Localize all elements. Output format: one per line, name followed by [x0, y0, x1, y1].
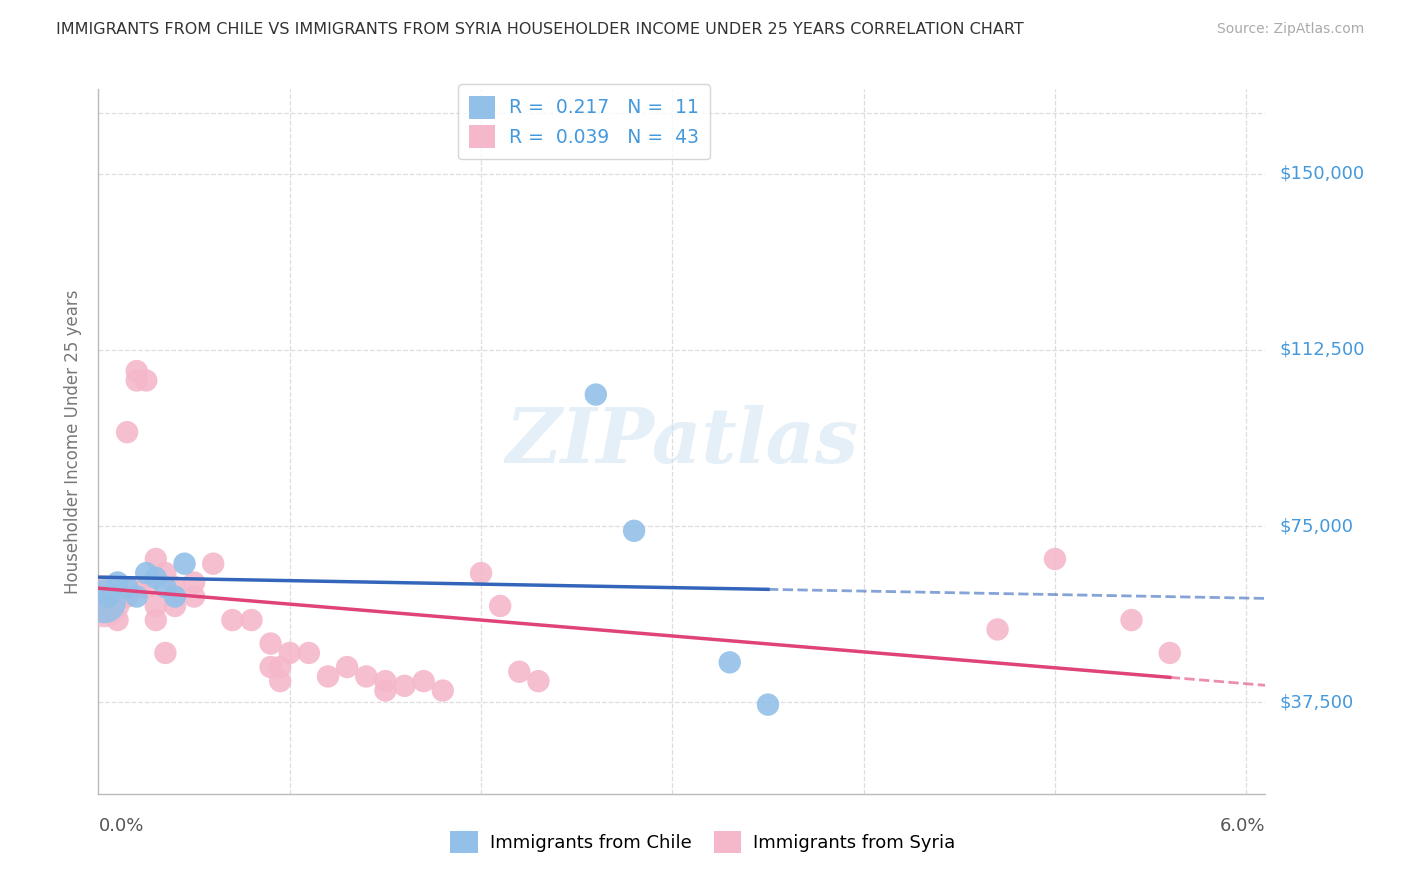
Point [756, 698, 779, 712]
Point [163, 590, 186, 604]
Point [125, 374, 148, 388]
Text: $112,500: $112,500 [1279, 341, 1365, 359]
Point [1159, 646, 1181, 660]
Point [432, 683, 454, 698]
Text: $150,000: $150,000 [1279, 165, 1364, 183]
Point [163, 580, 186, 594]
Point [508, 665, 530, 679]
Y-axis label: Householder Income Under 25 years: Householder Income Under 25 years [63, 289, 82, 594]
Point [173, 557, 195, 571]
Text: $75,000: $75,000 [1279, 517, 1354, 535]
Point [394, 679, 416, 693]
Point [145, 613, 167, 627]
Text: $37,500: $37,500 [1279, 693, 1354, 711]
Point [145, 571, 167, 585]
Text: IMMIGRANTS FROM CHILE VS IMMIGRANTS FROM SYRIA HOUSEHOLDER INCOME UNDER 25 YEARS: IMMIGRANTS FROM CHILE VS IMMIGRANTS FROM… [56, 22, 1024, 37]
Point [202, 557, 225, 571]
Point [125, 580, 148, 594]
Point [115, 425, 138, 439]
Point [374, 683, 396, 698]
Point [470, 566, 492, 580]
Point [183, 575, 205, 590]
Point [93, 594, 115, 608]
Point [163, 599, 186, 613]
Point [259, 636, 281, 650]
Point [718, 656, 741, 670]
Point [115, 590, 138, 604]
Text: 6.0%: 6.0% [1220, 817, 1265, 836]
Point [527, 674, 550, 689]
Point [278, 646, 301, 660]
Point [115, 580, 138, 594]
Point [269, 660, 291, 674]
Point [145, 599, 167, 613]
Point [259, 660, 281, 674]
Point [240, 613, 263, 627]
Point [125, 590, 148, 604]
Point [585, 387, 607, 401]
Point [135, 580, 157, 594]
Point [125, 364, 148, 378]
Point [97, 590, 120, 604]
Point [155, 580, 177, 594]
Point [623, 524, 645, 538]
Legend: Immigrants from Chile, Immigrants from Syria: Immigrants from Chile, Immigrants from S… [443, 824, 963, 861]
Point [135, 374, 157, 388]
Point [221, 613, 243, 627]
Point [155, 566, 177, 580]
Point [1121, 613, 1143, 627]
Point [107, 613, 129, 627]
Point [155, 646, 177, 660]
Point [354, 669, 377, 683]
Point [298, 646, 321, 660]
Point [374, 674, 396, 689]
Point [107, 575, 129, 590]
Text: Source: ZipAtlas.com: Source: ZipAtlas.com [1216, 22, 1364, 37]
Point [93, 594, 115, 608]
Point [135, 566, 157, 580]
Point [336, 660, 359, 674]
Legend: R =  0.217   N =  11, R =  0.039   N =  43: R = 0.217 N = 11, R = 0.039 N = 43 [458, 85, 710, 160]
Point [269, 674, 291, 689]
Point [145, 552, 167, 566]
Point [1043, 552, 1066, 566]
Point [183, 590, 205, 604]
Point [97, 599, 120, 613]
Text: 0.0%: 0.0% [98, 817, 143, 836]
Point [489, 599, 512, 613]
Point [412, 674, 434, 689]
Text: ZIPatlas: ZIPatlas [505, 405, 859, 478]
Point [316, 669, 339, 683]
Point [987, 623, 1010, 637]
